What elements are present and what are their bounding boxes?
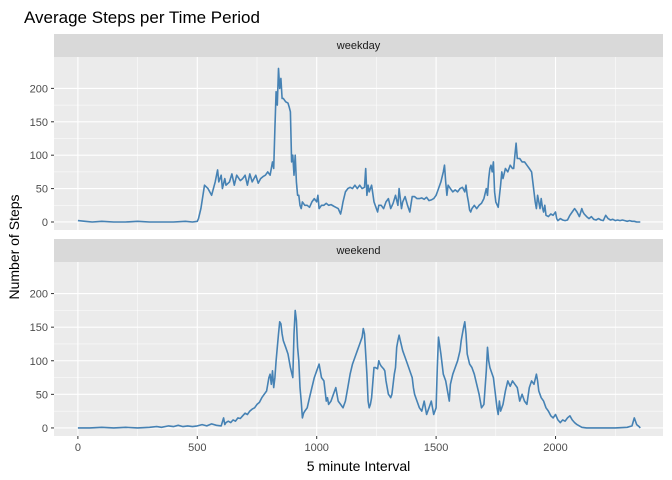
y-tick-label: 150 bbox=[30, 117, 48, 129]
series-line-weekend bbox=[77, 309, 641, 429]
chart-title: Average Steps per Time Period bbox=[24, 8, 260, 27]
y-tick-label: 100 bbox=[30, 150, 48, 162]
panel-background-weekday bbox=[54, 57, 663, 230]
y-tick-label: 200 bbox=[30, 289, 48, 301]
y-tick-label: 0 bbox=[42, 423, 48, 435]
x-tick-label: 0 bbox=[75, 442, 81, 454]
strip-label-weekday: weekday bbox=[336, 40, 381, 52]
x-tick-label: 1500 bbox=[424, 442, 448, 454]
y-tick-label: 0 bbox=[42, 217, 48, 229]
y-tick-label: 200 bbox=[30, 83, 48, 95]
panel-weekday: weekday 0 50 100 150 200 bbox=[30, 34, 663, 230]
x-axis: 0 500 1000 1500 2000 bbox=[75, 436, 568, 454]
x-tick-label: 2000 bbox=[543, 442, 567, 454]
series-line-weekday bbox=[77, 67, 641, 223]
y-tick-label: 50 bbox=[36, 389, 48, 401]
strip-label-weekend: weekend bbox=[335, 245, 380, 257]
y-tick-label: 100 bbox=[30, 356, 48, 368]
panel-weekend: weekend 0 50 100 150 200 bbox=[30, 239, 663, 436]
x-axis-title: 5 minute Interval bbox=[307, 458, 411, 474]
strip-weekend bbox=[54, 239, 663, 262]
y-tick-label: 50 bbox=[36, 184, 48, 196]
strip-weekday bbox=[54, 34, 663, 57]
x-tick-label: 1000 bbox=[304, 442, 328, 454]
x-tick-label: 500 bbox=[188, 442, 206, 454]
y-axis-title: Number of Steps bbox=[6, 194, 22, 299]
y-tick-label: 150 bbox=[30, 322, 48, 334]
